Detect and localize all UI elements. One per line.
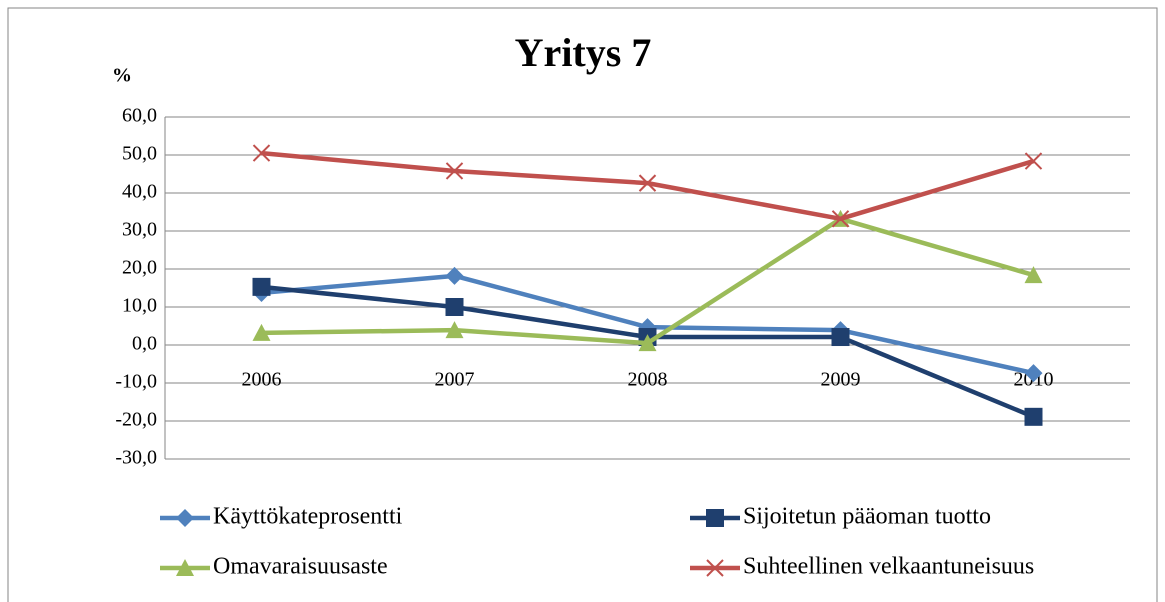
legend-marker [176,509,194,527]
point [252,323,271,341]
y-tick-label: 40,0 [122,181,157,203]
legend-label: Omavaraisuusaste [213,554,388,580]
x-tick-label: 2008 [628,369,668,391]
y-tick-label: 30,0 [122,219,157,241]
legend-marker [176,559,194,576]
x-tick-label: 2006 [242,369,282,391]
x-tick-label: 2009 [821,369,861,391]
legend-label: Käyttökateprosentti [213,504,403,530]
series-line [261,150,1035,222]
y-tick-label: -10,0 [115,371,157,393]
y-tick-label: -30,0 [115,447,157,469]
chart-frame [7,7,1158,602]
legend-marker [706,509,724,527]
point [1024,266,1043,284]
point [831,328,850,347]
series-line [261,284,1035,419]
point [638,174,657,192]
chart-title: Yritys 7 [515,30,652,75]
y-tick-label: 0,0 [132,333,157,355]
point [1024,407,1043,426]
legend-marker [706,559,724,577]
y-tick-label: 10,0 [122,295,157,317]
legend-label: Sijoitetun pääoman tuotto [743,504,991,530]
point [445,266,464,285]
y-tick-label: 20,0 [122,257,157,279]
point [445,298,464,316]
y-axis-label: % [112,65,132,87]
y-tick-label: 60,0 [122,105,157,127]
y-tick-label: 50,0 [122,143,157,165]
point [831,210,850,228]
legend-label: Suhteellinen velkaantuneisuus [743,554,1034,580]
point [1024,152,1043,170]
point [445,321,464,339]
point [252,277,271,296]
x-tick-label: 2007 [435,369,475,391]
y-tick-label: -20,0 [115,409,157,431]
point [445,162,464,180]
point [252,144,271,162]
point [638,334,657,352]
point [1024,364,1043,383]
